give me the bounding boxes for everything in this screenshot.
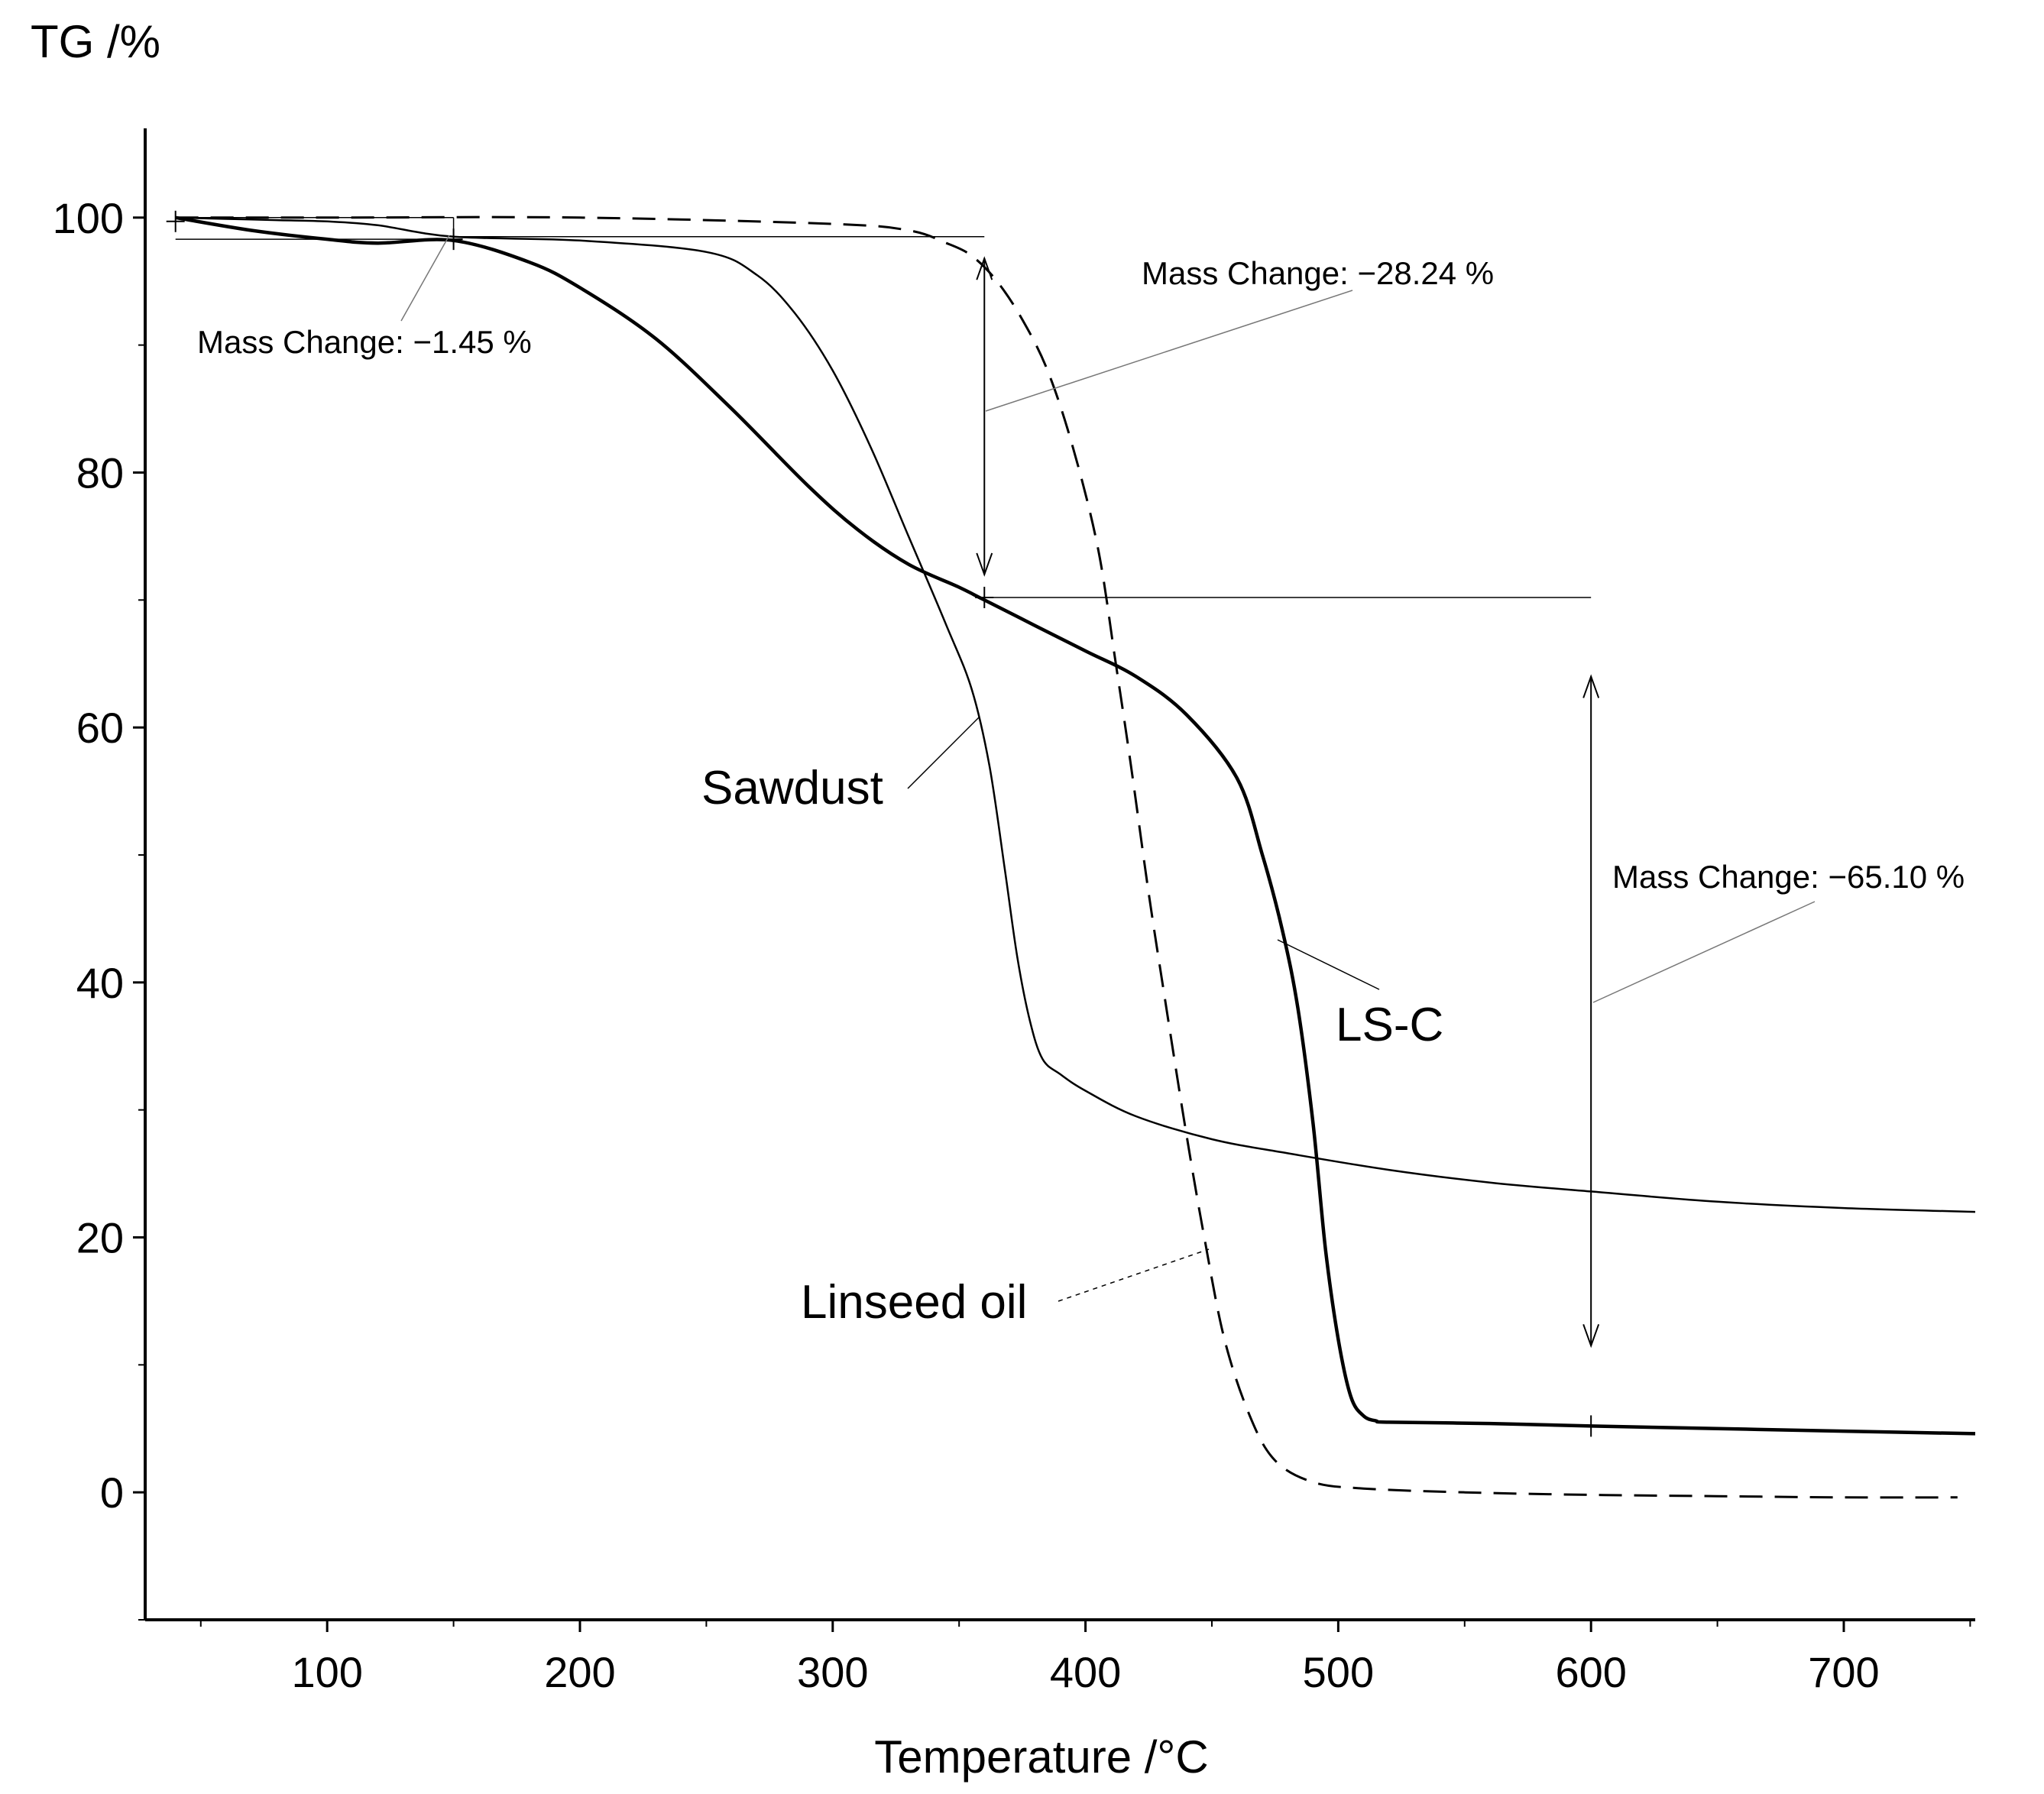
label-ls-c: LS-C — [1336, 999, 1443, 1051]
annotation-2-leader — [985, 290, 1353, 412]
x-axis-title: Temperature /°C — [874, 1731, 1209, 1783]
y-tick-label-100: 100 — [53, 194, 124, 242]
y-tick-label-80: 80 — [76, 448, 124, 497]
tick-group: 100 200 300 400 500 600 700 0 20 40 60 80 100 — [53, 194, 1971, 1696]
y-tick-label-40: 40 — [76, 959, 124, 1007]
x-tick-label-200: 200 — [544, 1648, 615, 1696]
leader-sawdust — [907, 716, 980, 789]
x-tick-label-600: 600 — [1555, 1648, 1626, 1696]
series-line-sawdust — [175, 216, 1976, 1213]
x-tick-label-700: 700 — [1808, 1648, 1879, 1696]
annotation-2-label: Mass Change: −28.24 % — [1142, 255, 1494, 291]
x-tick-label-400: 400 — [1050, 1648, 1121, 1696]
annotation-guides — [166, 210, 1601, 1437]
annotation-3-arrow-head-top — [1582, 674, 1600, 698]
y-axis-title: TG /% — [31, 16, 160, 67]
series-line-linseed-oil — [175, 215, 1958, 1499]
x-tick-label-300: 300 — [797, 1648, 868, 1696]
leader-ls-c — [1277, 939, 1380, 990]
annotation-3-arrow-head-bottom — [1582, 1323, 1600, 1349]
annotation-2-arrow-head-bottom — [976, 552, 993, 577]
leader-linseed-oil — [1058, 1248, 1210, 1302]
annotation-3-leader — [1592, 901, 1816, 1003]
y-tick-label-60: 60 — [76, 704, 124, 752]
label-sawdust: Sawdust — [701, 762, 883, 814]
series-group — [175, 215, 1976, 1499]
x-tick-label-100: 100 — [291, 1648, 362, 1696]
y-tick-label-20: 20 — [76, 1213, 124, 1261]
x-tick-label-500: 500 — [1303, 1648, 1374, 1696]
annotation-1-label: Mass Change: −1.45 % — [197, 324, 532, 360]
y-tick-label-0: 0 — [100, 1469, 124, 1517]
annotation-3-label: Mass Change: −65.10 % — [1612, 859, 1965, 895]
label-linseed-oil: Linseed oil — [801, 1276, 1027, 1329]
annotation-1-leader — [400, 235, 450, 322]
series-line-ls-c — [175, 215, 1976, 1436]
